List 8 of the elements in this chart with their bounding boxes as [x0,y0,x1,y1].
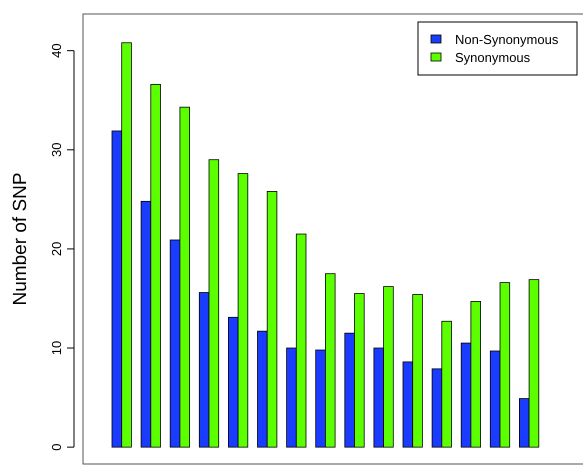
y-axis-title: Number of SNP [10,172,31,306]
legend-label: Non-Synonymous [455,32,559,47]
y-tick-label: 0 [49,444,64,451]
legend-label: Synonymous [455,50,531,65]
y-tick-label: 30 [49,142,64,158]
y-tick-label: 40 [49,43,64,58]
y-tick-label: 20 [49,242,64,256]
y-tick-label: 10 [49,340,64,356]
